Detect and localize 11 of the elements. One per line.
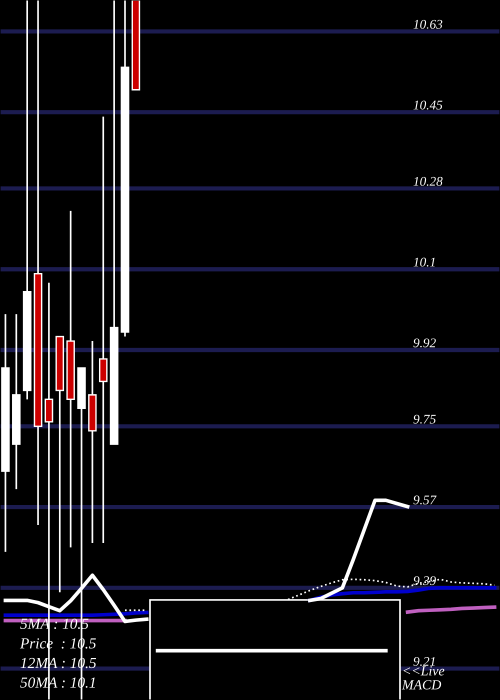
y-tick-label: 10.28 xyxy=(414,176,443,186)
y-tick-label: 9.57 xyxy=(413,496,437,504)
y-tick-label: 9.92 xyxy=(413,338,436,348)
y-tick-label: 10.45 xyxy=(414,100,442,110)
y-tick-label: 9.75 xyxy=(413,414,436,424)
annotation: MACD xyxy=(402,680,442,690)
y-tick-label: 9.21 xyxy=(413,657,435,666)
y-tick-label: 9.39 xyxy=(413,576,436,586)
annotation: <<Live xyxy=(404,666,444,676)
y-tick-label: 10.63 xyxy=(414,20,442,29)
y-tick-label: 10.1 xyxy=(414,258,435,267)
